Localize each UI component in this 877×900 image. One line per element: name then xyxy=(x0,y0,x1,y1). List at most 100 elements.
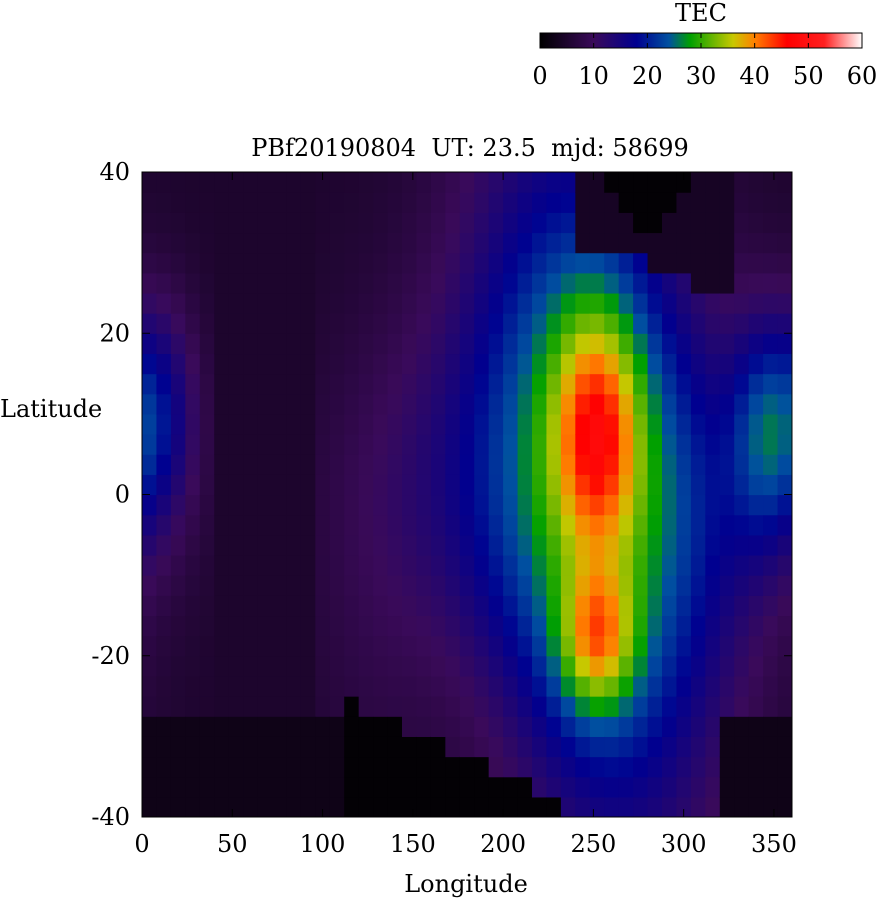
heatmap-cell xyxy=(647,272,663,294)
heatmap-cell xyxy=(358,716,374,737)
heatmap-cell xyxy=(329,313,345,334)
heatmap-cell xyxy=(763,172,779,193)
heatmap-cell xyxy=(228,696,244,717)
heatmap-cell xyxy=(243,534,259,556)
heatmap-cell xyxy=(272,675,288,697)
heatmap-cell xyxy=(604,454,620,475)
heatmap-cell xyxy=(445,474,461,496)
heatmap-cell xyxy=(719,232,735,254)
heatmap-cell xyxy=(560,494,576,516)
heatmap-cell xyxy=(719,595,735,617)
heatmap-cell xyxy=(503,534,519,556)
heatmap-cell xyxy=(662,776,678,798)
heatmap-cell xyxy=(315,333,331,355)
heatmap-cell xyxy=(142,655,158,677)
heatmap-cell xyxy=(474,575,490,596)
heatmap-cell xyxy=(243,454,259,475)
heatmap-cell xyxy=(763,595,779,617)
heatmap-cell xyxy=(243,776,259,798)
heatmap-cell xyxy=(662,252,678,274)
heatmap-cell xyxy=(589,333,605,355)
heatmap-cell xyxy=(387,252,403,274)
heatmap-cell xyxy=(488,454,504,475)
heatmap-cell xyxy=(662,454,678,475)
heatmap-cell xyxy=(633,534,649,556)
heatmap-cell xyxy=(358,696,374,717)
heatmap-cell xyxy=(748,292,764,314)
heatmap-cell xyxy=(272,796,288,817)
heatmap-cell xyxy=(719,192,735,213)
heatmap-cell xyxy=(604,796,620,817)
heatmap-cell xyxy=(662,333,678,355)
heatmap-cell xyxy=(748,192,764,213)
heatmap-cell xyxy=(416,655,432,677)
heatmap-cell xyxy=(286,675,302,697)
heatmap-cell xyxy=(156,615,172,637)
heatmap-cell xyxy=(315,716,331,737)
heatmap-cell xyxy=(142,575,158,596)
heatmap-cell xyxy=(633,313,649,334)
heatmap-cell xyxy=(474,736,490,758)
heatmap-cell xyxy=(214,575,230,596)
heatmap-cell xyxy=(430,474,446,496)
heatmap-cell xyxy=(214,313,230,334)
heatmap-cell xyxy=(662,595,678,617)
heatmap-cell xyxy=(705,796,721,817)
heatmap-cell xyxy=(445,292,461,314)
heatmap-cell xyxy=(243,474,259,496)
heatmap-cell xyxy=(300,575,316,596)
heatmap-cell xyxy=(705,454,721,475)
heatmap-cell xyxy=(662,494,678,516)
heatmap-cell xyxy=(532,796,548,817)
heatmap-cell xyxy=(142,413,158,435)
heatmap-cell xyxy=(474,716,490,737)
heatmap-cell xyxy=(286,575,302,596)
heatmap-cell xyxy=(402,212,418,234)
heatmap-cell xyxy=(647,655,663,677)
heatmap-cell xyxy=(676,756,692,778)
heatmap-cell xyxy=(156,776,172,798)
heatmap-cell xyxy=(416,595,432,617)
heatmap-cell xyxy=(503,434,519,455)
heatmap-cell xyxy=(214,393,230,415)
heatmap-cell xyxy=(763,554,779,576)
y-tick-label: 20 xyxy=(99,319,130,347)
heatmap-cell xyxy=(705,554,721,576)
heatmap-cell xyxy=(315,514,331,536)
heatmap-cell xyxy=(474,434,490,455)
heatmap-cell xyxy=(156,373,172,395)
heatmap-cell xyxy=(329,172,345,193)
heatmap-cell xyxy=(142,675,158,697)
heatmap-cell xyxy=(257,675,273,697)
heatmap-cell xyxy=(286,655,302,677)
heatmap-cell xyxy=(748,232,764,254)
heatmap-cell xyxy=(633,675,649,697)
heatmap-cell xyxy=(445,353,461,375)
heatmap-cell xyxy=(286,454,302,475)
heatmap-cell xyxy=(387,534,403,556)
heatmap-cell xyxy=(560,292,576,314)
heatmap-cell xyxy=(719,615,735,637)
heatmap-cell xyxy=(575,534,591,556)
heatmap-cell xyxy=(156,696,172,717)
heatmap-cell xyxy=(676,595,692,617)
heatmap-cell xyxy=(257,393,273,415)
heatmap-cell xyxy=(416,353,432,375)
heatmap-cell xyxy=(589,454,605,475)
heatmap-cell xyxy=(474,554,490,576)
heatmap-cell xyxy=(488,192,504,213)
heatmap-cell xyxy=(719,252,735,274)
colorbar-tick-label: 0 xyxy=(532,62,547,90)
heatmap-cell xyxy=(373,474,389,496)
heatmap-cell xyxy=(228,172,244,193)
heatmap-cell xyxy=(387,655,403,677)
heatmap-cell xyxy=(257,776,273,798)
heatmap-cell xyxy=(705,534,721,556)
heatmap-cell xyxy=(329,393,345,415)
heatmap-cell xyxy=(763,575,779,596)
heatmap-cell xyxy=(358,192,374,213)
heatmap-cell xyxy=(329,776,345,798)
heatmap-cell xyxy=(214,353,230,375)
heatmap-cell xyxy=(185,675,201,697)
heatmap-cell xyxy=(156,393,172,415)
